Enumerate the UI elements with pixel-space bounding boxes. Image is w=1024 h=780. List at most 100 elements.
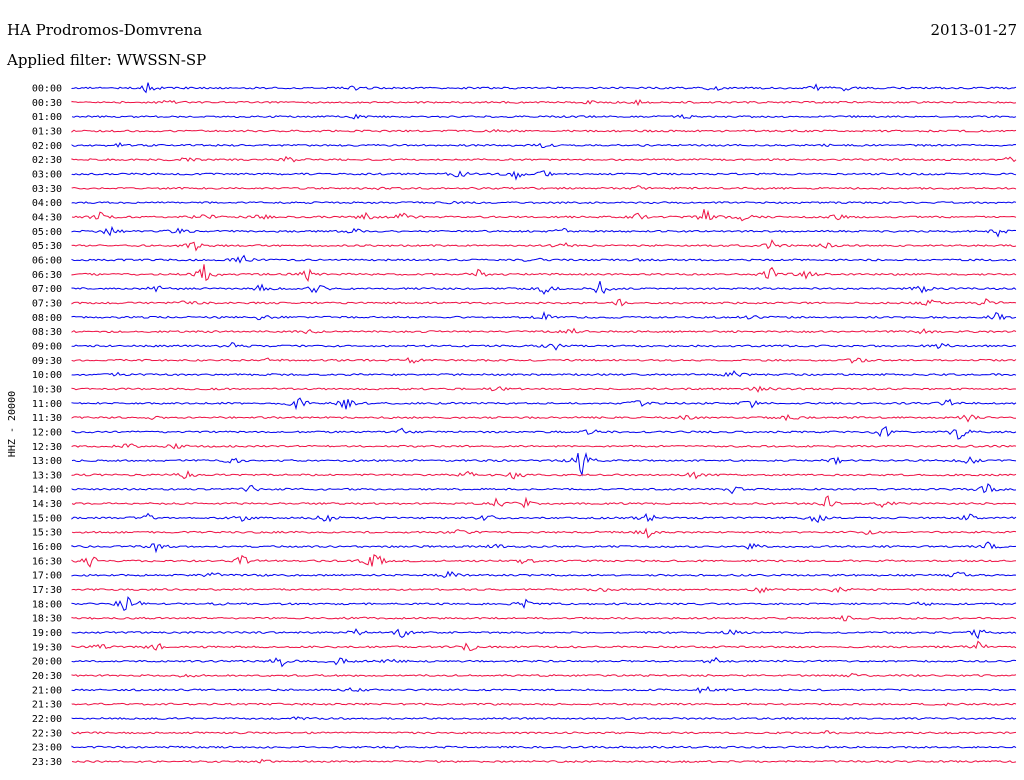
seismic-trace	[71, 495, 1017, 509]
seismic-trace	[71, 200, 1017, 205]
seismic-trace	[71, 264, 1017, 282]
time-label: 00:00	[32, 84, 62, 95]
time-label: 06:30	[32, 270, 62, 281]
seismic-trace	[71, 281, 1017, 295]
time-label: 14:00	[32, 485, 62, 496]
seismic-trace	[71, 113, 1017, 120]
time-label: 09:30	[32, 356, 62, 367]
time-label: 20:00	[32, 657, 62, 668]
seismic-trace	[71, 357, 1017, 364]
time-label: 06:00	[32, 255, 62, 266]
time-label: 11:30	[32, 413, 62, 424]
seismic-trace	[71, 239, 1017, 252]
seismic-trace	[71, 254, 1017, 264]
seismic-trace	[71, 512, 1017, 524]
time-label: 16:30	[32, 556, 62, 567]
seismic-trace	[71, 129, 1017, 133]
time-label: 17:00	[32, 571, 62, 582]
seismic-trace	[71, 672, 1017, 678]
seismic-trace	[71, 656, 1017, 668]
seismic-trace	[71, 82, 1017, 94]
seismic-trace	[71, 225, 1017, 238]
time-label: 11:00	[32, 399, 62, 410]
time-label: 09:00	[32, 341, 62, 352]
record-date: 2013-01-27	[931, 21, 1017, 39]
time-label: 21:00	[32, 685, 62, 696]
time-label: 01:00	[32, 112, 62, 123]
seismic-trace	[71, 686, 1017, 694]
seismic-trace	[71, 586, 1017, 594]
time-label: 12:30	[32, 442, 62, 453]
time-label: 18:30	[32, 614, 62, 625]
time-label: 19:30	[32, 642, 62, 653]
seismic-trace	[71, 442, 1017, 450]
time-label: 05:30	[32, 241, 62, 252]
seismic-trace	[71, 142, 1017, 148]
seismic-trace	[71, 716, 1017, 721]
y-axis-label: HHZ - 20000	[7, 391, 18, 457]
time-label: 08:30	[32, 327, 62, 338]
seismic-trace	[71, 327, 1017, 335]
time-label: 15:30	[32, 528, 62, 539]
station-title: HA Prodromos-Domvrena	[7, 21, 202, 39]
time-label: 16:00	[32, 542, 62, 553]
time-label: 04:30	[32, 212, 62, 223]
time-label: 02:00	[32, 141, 62, 152]
time-label: 14:30	[32, 499, 62, 510]
time-label: 00:30	[32, 98, 62, 109]
seismic-trace	[71, 170, 1017, 181]
time-label: 22:00	[32, 714, 62, 725]
time-label: 10:30	[32, 384, 62, 395]
time-label: 07:00	[32, 284, 62, 295]
seismic-trace	[71, 99, 1017, 107]
seismic-trace	[71, 554, 1017, 568]
time-label: 23:30	[32, 757, 62, 768]
time-label: 07:30	[32, 298, 62, 309]
time-label: 13:00	[32, 456, 62, 467]
seismic-trace	[71, 310, 1017, 321]
seismic-trace	[71, 730, 1017, 735]
time-label: 23:00	[32, 743, 62, 754]
time-label: 04:00	[32, 198, 62, 209]
time-label: 22:30	[32, 728, 62, 739]
seismic-trace	[71, 541, 1017, 554]
seismic-trace	[71, 185, 1017, 191]
time-label: 03:00	[32, 169, 62, 180]
time-label: 18:00	[32, 599, 62, 610]
time-label: 17:30	[32, 585, 62, 596]
time-label: 01:30	[32, 126, 62, 137]
time-label: 02:30	[32, 155, 62, 166]
time-label: 05:00	[32, 227, 62, 238]
seismic-trace	[71, 425, 1017, 440]
time-label: 19:00	[32, 628, 62, 639]
seismic-trace	[71, 596, 1017, 612]
time-label: 10:00	[32, 370, 62, 381]
seismic-trace	[71, 527, 1017, 539]
seismic-trace	[71, 702, 1017, 707]
seismic-trace	[71, 614, 1017, 622]
seismic-trace	[71, 745, 1017, 749]
seismic-trace	[71, 758, 1017, 764]
seismic-trace	[71, 628, 1017, 640]
time-label: 15:00	[32, 513, 62, 524]
time-label: 20:30	[32, 671, 62, 682]
seismic-trace	[71, 452, 1017, 477]
seismic-trace	[71, 155, 1017, 163]
seismic-trace	[71, 640, 1017, 652]
seismic-trace	[71, 469, 1017, 480]
seismic-trace	[71, 397, 1017, 411]
trace-group: 00:00 00:30 01:00 01:30 02:00 02:30 03:00 03:30…	[32, 82, 1017, 768]
time-label: 13:30	[32, 470, 62, 481]
time-label: 12:00	[32, 427, 62, 438]
seismic-trace	[71, 570, 1017, 578]
time-label: 03:30	[32, 184, 62, 195]
time-label: 21:30	[32, 700, 62, 711]
filter-label: Applied filter: WWSSN-SP	[6, 51, 206, 69]
seismic-trace	[71, 370, 1017, 378]
seismic-trace	[71, 298, 1017, 307]
time-label: 08:00	[32, 313, 62, 324]
seismic-trace	[71, 209, 1017, 222]
seismic-trace	[71, 414, 1016, 423]
seismic-trace	[71, 385, 1017, 393]
